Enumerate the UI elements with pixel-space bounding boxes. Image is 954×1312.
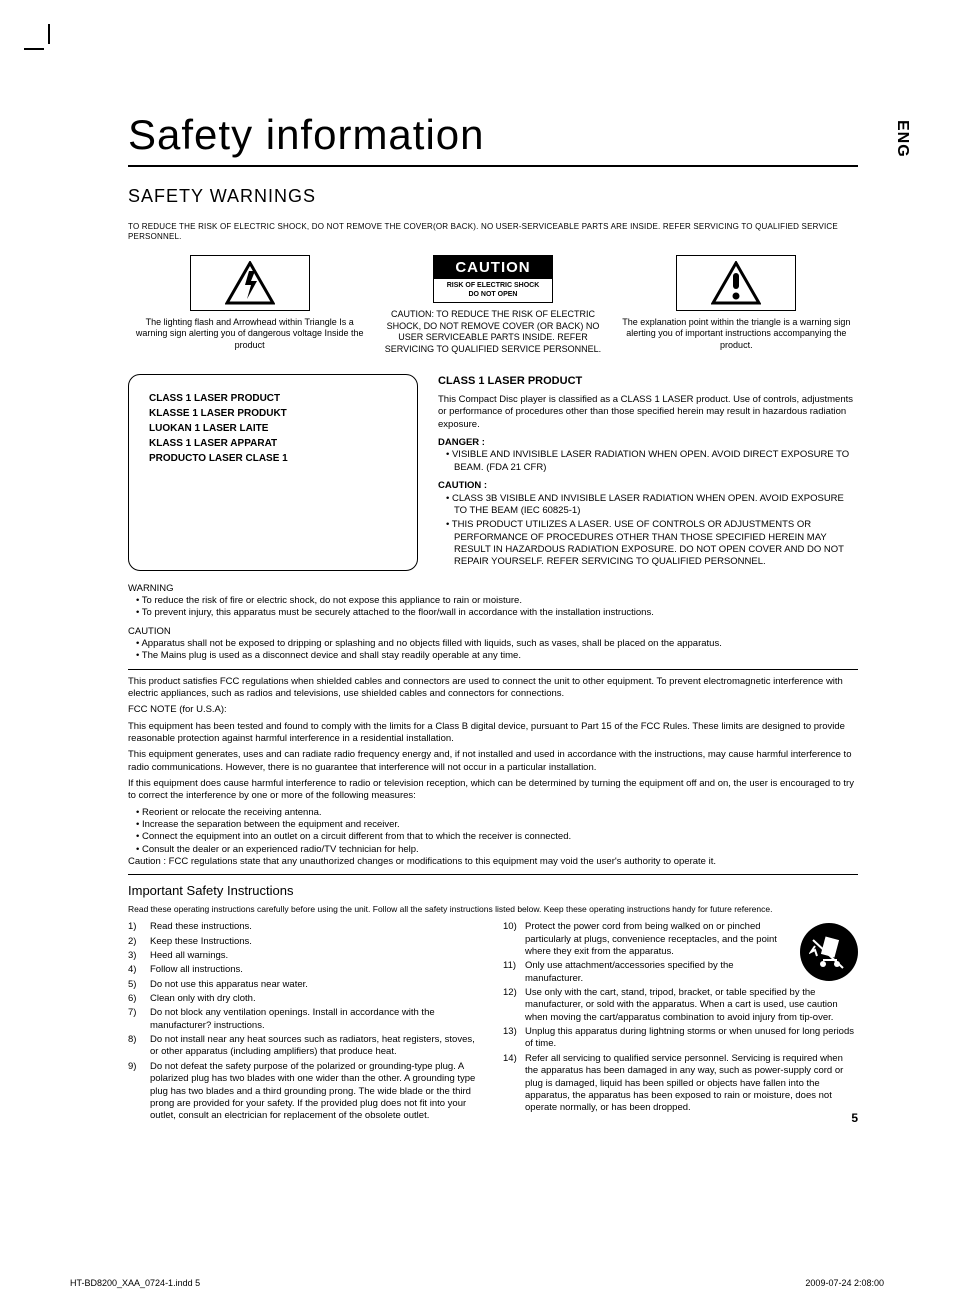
instruction-item: 12)Use only with the cart, stand, tripod… (503, 987, 858, 1024)
danger-label: DANGER : (438, 437, 858, 449)
col1-text: The lighting flash and Arrowhead within … (132, 317, 367, 352)
exclaim-triangle-icon (676, 255, 796, 311)
caution-sub: RISK OF ELECTRIC SHOCK DO NOT OPEN (434, 279, 552, 302)
laser-desc: This Compact Disc player is classified a… (438, 394, 858, 431)
instruction-item: 13)Unplug this apparatus during lightnin… (503, 1026, 858, 1051)
instruction-item: 9)Do not defeat the safety purpose of th… (128, 1061, 483, 1123)
page-content: Safety information SAFETY WARNINGS TO RE… (128, 108, 858, 1125)
laser-title: CLASS 1 LASER PRODUCT (438, 374, 858, 388)
instruction-item: 1)Read these instructions. (128, 921, 483, 933)
fcc-para4: If this equipment does cause harmful int… (128, 778, 858, 803)
laser-class-box: CLASS 1 LASER PRODUCT KLASSE 1 LASER PRO… (128, 374, 418, 571)
instruction-item: 11)Only use attachment/accessories speci… (503, 960, 794, 985)
shock-triangle-icon (190, 255, 310, 311)
instruction-item: 5)Do not use this apparatus near water. (128, 979, 483, 991)
col2-text: CAUTION: TO REDUCE THE RISK OF ELECTRIC … (375, 309, 610, 356)
instructions-left: 1)Read these instructions. 2)Keep these I… (128, 921, 483, 1124)
col-shock-symbol: The lighting flash and Arrowhead within … (128, 255, 371, 356)
divider-2 (128, 874, 858, 875)
caution-header: CAUTION (434, 256, 552, 280)
caution-list: CLASS 3B VISIBLE AND INVISIBLE LASER RAD… (438, 493, 858, 569)
fcc-para3: This equipment generates, uses and can r… (128, 749, 858, 774)
instruction-item: 2)Keep these Instructions. (128, 936, 483, 948)
caution-tag: CAUTION (128, 626, 858, 638)
fcc-para2: This equipment has been tested and found… (128, 721, 858, 746)
intro-text: TO REDUCE THE RISK OF ELECTRIC SHOCK, DO… (128, 222, 858, 243)
crop-mark-horiz (24, 48, 44, 50)
divider (128, 669, 858, 670)
instruction-item: 3)Heed all warnings. (128, 950, 483, 962)
instructions-columns: 1)Read these instructions. 2)Keep these I… (128, 921, 858, 1124)
footer-filename: HT-BD8200_XAA_0724-1.indd 5 (70, 1278, 200, 1290)
col3-text: The explanation point within the triangl… (619, 317, 854, 352)
warning-block: WARNING To reduce the risk of fire or el… (128, 583, 858, 620)
page-title: Safety information (128, 108, 858, 167)
instruction-item: 14)Refer all servicing to qualified serv… (503, 1053, 858, 1115)
crop-mark-vert (48, 24, 50, 44)
instruction-item: 7)Do not block any ventilation openings.… (128, 1007, 483, 1032)
caution-plate: CAUTION RISK OF ELECTRIC SHOCK DO NOT OP… (433, 255, 553, 303)
danger-list: VISIBLE AND INVISIBLE LASER RADIATION WH… (438, 449, 858, 474)
laser-description: CLASS 1 LASER PRODUCT This Compact Disc … (438, 374, 858, 571)
col-exclaim-symbol: The explanation point within the triangl… (615, 255, 858, 356)
instructions-right: 10)Protect the power cord from being wal… (503, 921, 858, 1124)
caution-block: CAUTION Apparatus shall not be exposed t… (128, 626, 858, 663)
instruction-item: 10)Protect the power cord from being wal… (503, 921, 794, 958)
cart-tip-icon (800, 923, 858, 981)
section-heading: SAFETY WARNINGS (128, 185, 858, 208)
col-caution-label: CAUTION RISK OF ELECTRIC SHOCK DO NOT OP… (371, 255, 614, 356)
warning-symbols-row: The lighting flash and Arrowhead within … (128, 255, 858, 356)
footer-timestamp: 2009-07-24 2:08:00 (805, 1278, 884, 1290)
fcc-caution: Caution : FCC regulations state that any… (128, 856, 858, 868)
instruction-item: 6)Clean only with dry cloth. (128, 993, 483, 1005)
safety-instructions-heading: Important Safety Instructions (128, 883, 858, 900)
safety-intro: Read these operating instructions carefu… (128, 904, 858, 915)
laser-row: CLASS 1 LASER PRODUCT KLASSE 1 LASER PRO… (128, 374, 858, 571)
fcc-bullets: Reorient or relocate the receiving anten… (128, 807, 858, 856)
language-tab: ENG (891, 120, 912, 158)
instruction-item: 8)Do not install near any heat sources s… (128, 1034, 483, 1059)
warning-tag: WARNING (128, 583, 858, 595)
fcc-note-label: FCC NOTE (for U.S.A): (128, 704, 858, 716)
caution-label: CAUTION : (438, 480, 858, 492)
fcc-para1: This product satisfies FCC regulations w… (128, 676, 858, 701)
instruction-item: 4)Follow all instructions. (128, 964, 483, 976)
page-number: 5 (851, 1111, 858, 1127)
